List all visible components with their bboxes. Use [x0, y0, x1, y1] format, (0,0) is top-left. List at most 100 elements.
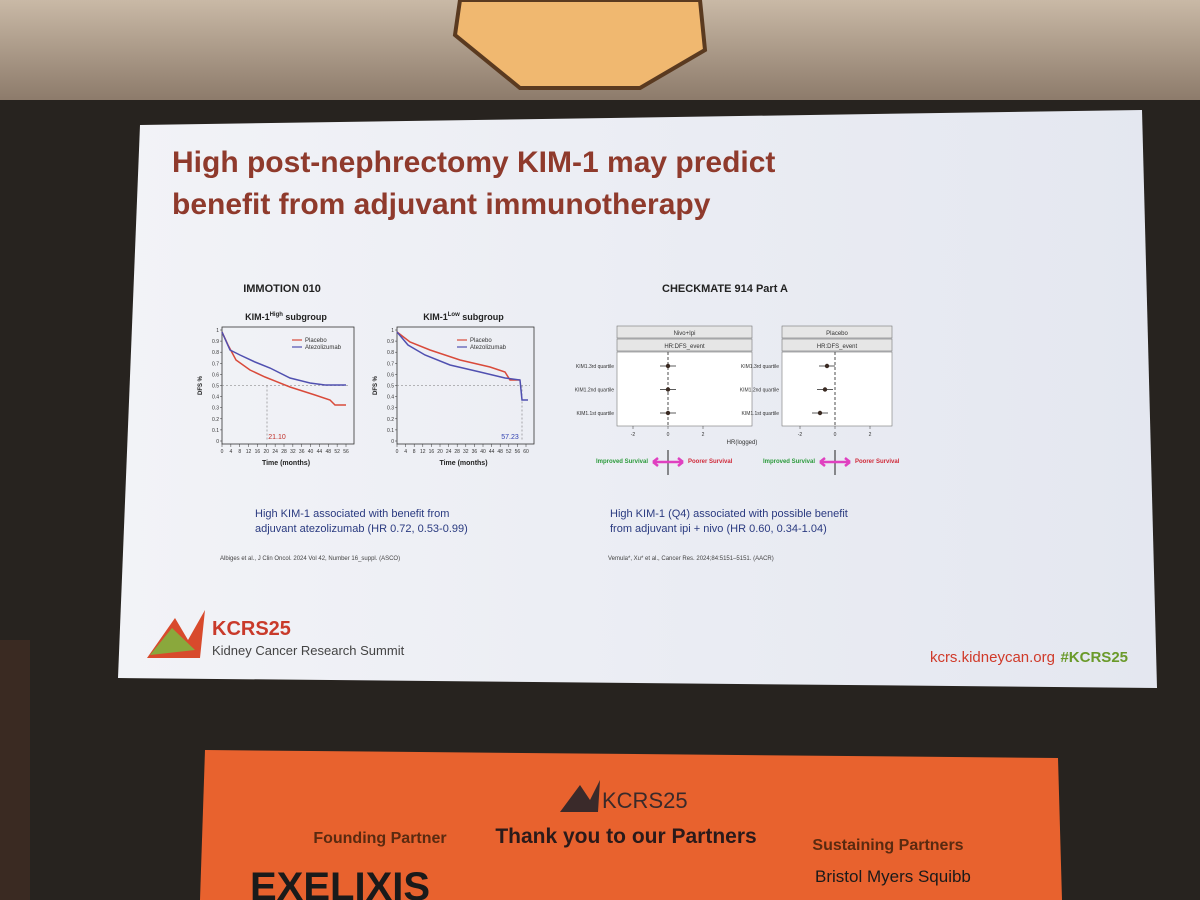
x-tick-label: 32: [290, 449, 296, 455]
y-tick-label: 0.6: [387, 372, 394, 378]
y-tick-label: 0.5: [387, 384, 394, 390]
x-tick-label: 44: [489, 449, 495, 455]
x-tick-label: 4: [404, 449, 407, 455]
audience-head: [0, 640, 30, 900]
banner-logo: KCRS25: [602, 788, 688, 813]
median-label: 57.23: [501, 434, 519, 441]
row-label: KIM1.2nd quartile: [575, 388, 614, 394]
x-tick-label: 16: [255, 449, 261, 455]
row-label: KIM1.3rd quartile: [576, 364, 614, 370]
x-tick-label: 28: [281, 449, 287, 455]
forest-measure: HR:DFS_event: [664, 344, 705, 350]
x-tick-label: 48: [326, 449, 332, 455]
title-line: benefit from adjuvant immunotherapy: [172, 188, 711, 221]
forest-measure: HR:DFS_event: [817, 344, 858, 350]
url: kcrs.kidneycan.org: [930, 649, 1055, 666]
row-label: KIM1.1st quartile: [576, 411, 614, 417]
y-tick-label: 0: [216, 439, 219, 445]
km-curve-placebo: [221, 331, 346, 406]
lamp: [452, 0, 708, 90]
km-curve-atezolizumab: [221, 331, 346, 386]
legend-label: Placebo: [470, 338, 492, 344]
x-tick-label: 52: [506, 449, 512, 455]
x-tick-label: 8: [238, 449, 241, 455]
x-tick-label: 36: [472, 449, 478, 455]
x-tick-label: 40: [480, 449, 486, 455]
x-axis-label: Time (months): [439, 460, 487, 467]
y-tick-label: 0.7: [387, 361, 394, 367]
title-line: High post-nephrectomy KIM-1 may predict: [172, 146, 775, 179]
banner-thanks: Thank you to our Partners: [495, 825, 756, 848]
x-tick-label: -2: [798, 432, 803, 438]
x-tick-label: 48: [497, 449, 503, 455]
y-tick-label: 0.6: [212, 372, 219, 378]
partner-banner: KCRS25 Thank you to our Partners Foundin…: [200, 750, 1062, 900]
forest-panel: [781, 351, 893, 427]
y-tick-label: 0.8: [212, 350, 219, 356]
subgroup-sup: High: [270, 312, 284, 318]
point: [665, 410, 671, 416]
forest-plots: Nivo+Ipi HR:DFS_event KIM1.3rd quartile KIM…: [575, 325, 900, 475]
banner-founding: Founding Partner: [313, 830, 446, 847]
x-tick-label: 8: [413, 449, 416, 455]
poorer-label: Poorer Survival: [688, 459, 733, 465]
x-tick-label: 16: [429, 449, 435, 455]
x-tick-label: 20: [437, 449, 443, 455]
left-heading: IMMOTION 010: [243, 283, 321, 295]
y-tick-label: 0.7: [212, 361, 219, 367]
point: [665, 363, 671, 369]
subgroup-sup: Low: [448, 312, 460, 318]
x-tick-label: 56: [515, 449, 521, 455]
x-tick-label: 44: [317, 449, 323, 455]
x-tick-label: 60: [523, 449, 529, 455]
km-plots: KIM-1High subgroup00.10.20.30.40.50.60.7…: [198, 312, 535, 467]
y-tick-label: 1: [391, 328, 394, 334]
y-tick-label: 0.4: [387, 395, 394, 401]
y-tick-label: 0: [391, 439, 394, 445]
subgroup-suffix: subgroup: [460, 312, 504, 322]
km-subgroup: KIM-1High subgroup: [245, 312, 327, 322]
forest-header: [616, 325, 753, 339]
summary-line: High KIM-1 associated with benefit from: [255, 508, 449, 520]
y-axis-label: DFS %: [198, 375, 204, 395]
point: [822, 387, 828, 392]
legend-label: Placebo: [305, 338, 327, 344]
x-axis-label: HR(logged): [727, 440, 758, 446]
hashtag: #KCRS25: [1060, 649, 1128, 666]
forest-header: [616, 338, 753, 352]
x-tick-label: 52: [334, 449, 340, 455]
row-label: KIM1.1st quartile: [741, 411, 779, 417]
y-tick-label: 0.2: [387, 417, 394, 423]
point: [817, 410, 823, 416]
x-tick-label: 2: [869, 432, 872, 438]
y-tick-label: 1: [216, 328, 219, 334]
banner-bg: [200, 750, 1062, 900]
summary-line: High KIM-1 (Q4) associated with possible…: [610, 508, 848, 520]
km-curve-atezolizumab: [396, 331, 528, 401]
y-tick-label: 0.4: [212, 395, 219, 401]
subgroup-prefix: KIM-1: [423, 312, 448, 322]
slide-logo: KCRS25 Kidney Cancer Research Summit: [147, 610, 405, 658]
row-label: KIM1.3rd quartile: [741, 364, 779, 370]
slide-title: High post-nephrectomy KIM-1 may predict …: [172, 146, 775, 221]
point: [824, 363, 830, 369]
median-label: 21.10: [268, 434, 286, 441]
x-tick-label: 32: [463, 449, 469, 455]
banner-sustaining: Sustaining Partners: [812, 837, 963, 854]
x-tick-label: 0: [667, 432, 670, 438]
banner-founding-sponsor: EXELIXIS: [250, 865, 430, 900]
x-tick-label: 4: [229, 449, 232, 455]
subgroup-prefix: KIM-1: [245, 312, 270, 322]
y-tick-label: 0.8: [387, 350, 394, 356]
citation: Albiges et al., J Clin Oncol. 2024 Vol 4…: [220, 556, 400, 562]
x-tick-label: 36: [299, 449, 305, 455]
poorer-label: Poorer Survival: [855, 459, 900, 465]
summary-line: from adjuvant ipi + nivo (HR 0.60, 0.34-…: [610, 523, 827, 535]
x-tick-label: 56: [343, 449, 349, 455]
x-tick-label: 12: [246, 449, 252, 455]
forest-panel: [616, 351, 753, 427]
logo-text: KCRS25: [212, 618, 291, 640]
x-tick-label: -2: [631, 432, 636, 438]
